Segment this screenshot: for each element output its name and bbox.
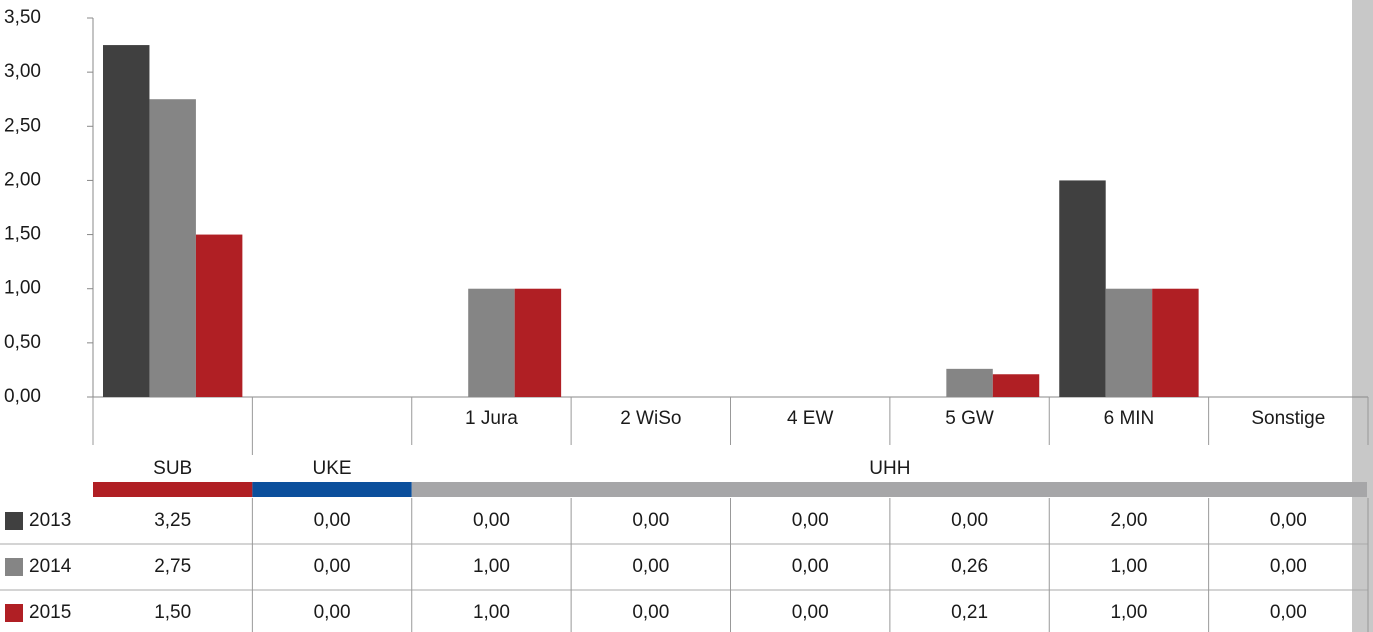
category-label: Sonstige [1251, 408, 1325, 429]
table-value: 0,00 [1270, 510, 1307, 531]
table-value: 0,00 [951, 510, 988, 531]
bar [149, 99, 196, 397]
table-value: 1,00 [473, 602, 510, 623]
bar [946, 368, 993, 397]
bar [103, 45, 150, 397]
legend-swatch [5, 558, 23, 576]
table-value: 0,00 [1270, 602, 1307, 623]
bar [195, 234, 243, 397]
table-value: 0,00 [632, 556, 669, 577]
side-strip [1352, 0, 1373, 632]
table-value: 0,00 [473, 510, 510, 531]
table-value: 0,00 [792, 556, 829, 577]
table-value: 0,00 [792, 602, 829, 623]
legend-swatch [5, 512, 23, 530]
bar [1152, 288, 1199, 397]
bar [992, 374, 1040, 397]
category-label: 4 EW [787, 408, 834, 429]
y-tick-label: 2,50 [4, 115, 41, 136]
group-label: UKE [313, 458, 352, 479]
legend-swatch [5, 604, 23, 622]
table-value: 1,00 [1110, 602, 1147, 623]
table-value: 0,00 [314, 556, 351, 577]
table-value: 0,00 [1270, 556, 1307, 577]
y-tick-label: 0,00 [4, 386, 41, 407]
group-label: SUB [153, 458, 192, 479]
table-value: 1,00 [1110, 556, 1147, 577]
legend-label: 2014 [29, 556, 72, 577]
group-bar [252, 482, 412, 497]
table-value: 0,00 [314, 510, 351, 531]
bar [514, 288, 562, 397]
y-tick-label: 1,50 [4, 224, 41, 245]
y-tick-label: 3,50 [4, 7, 41, 28]
table-value: 1,00 [473, 556, 510, 577]
table-value: 0,00 [314, 602, 351, 623]
bar [1105, 288, 1153, 397]
category-label: 6 MIN [1104, 408, 1155, 429]
y-tick-label: 1,00 [4, 278, 41, 299]
legend-label: 2013 [29, 510, 71, 531]
table-value: 1,50 [154, 602, 191, 623]
table-value: 0,00 [632, 510, 669, 531]
category-label: 2 WiSo [620, 408, 681, 429]
table-value: 2,00 [1110, 510, 1147, 531]
table-value: 0,26 [951, 556, 988, 577]
bar [1059, 180, 1106, 397]
group-label: UHH [869, 458, 910, 479]
bar [468, 288, 515, 397]
group-bar [93, 482, 253, 497]
y-tick-label: 2,00 [4, 169, 41, 190]
category-label: 5 GW [945, 408, 994, 429]
table-value: 0,21 [951, 602, 988, 623]
table-value: 0,00 [632, 602, 669, 623]
y-tick-label: 3,00 [4, 61, 41, 82]
category-label: 1 Jura [465, 408, 518, 429]
table-value: 2,75 [154, 556, 191, 577]
legend-label: 2015 [29, 602, 71, 623]
y-tick-label: 0,50 [4, 332, 41, 353]
table-value: 3,25 [154, 510, 191, 531]
table-value: 0,00 [792, 510, 829, 531]
group-bar [411, 482, 1367, 497]
